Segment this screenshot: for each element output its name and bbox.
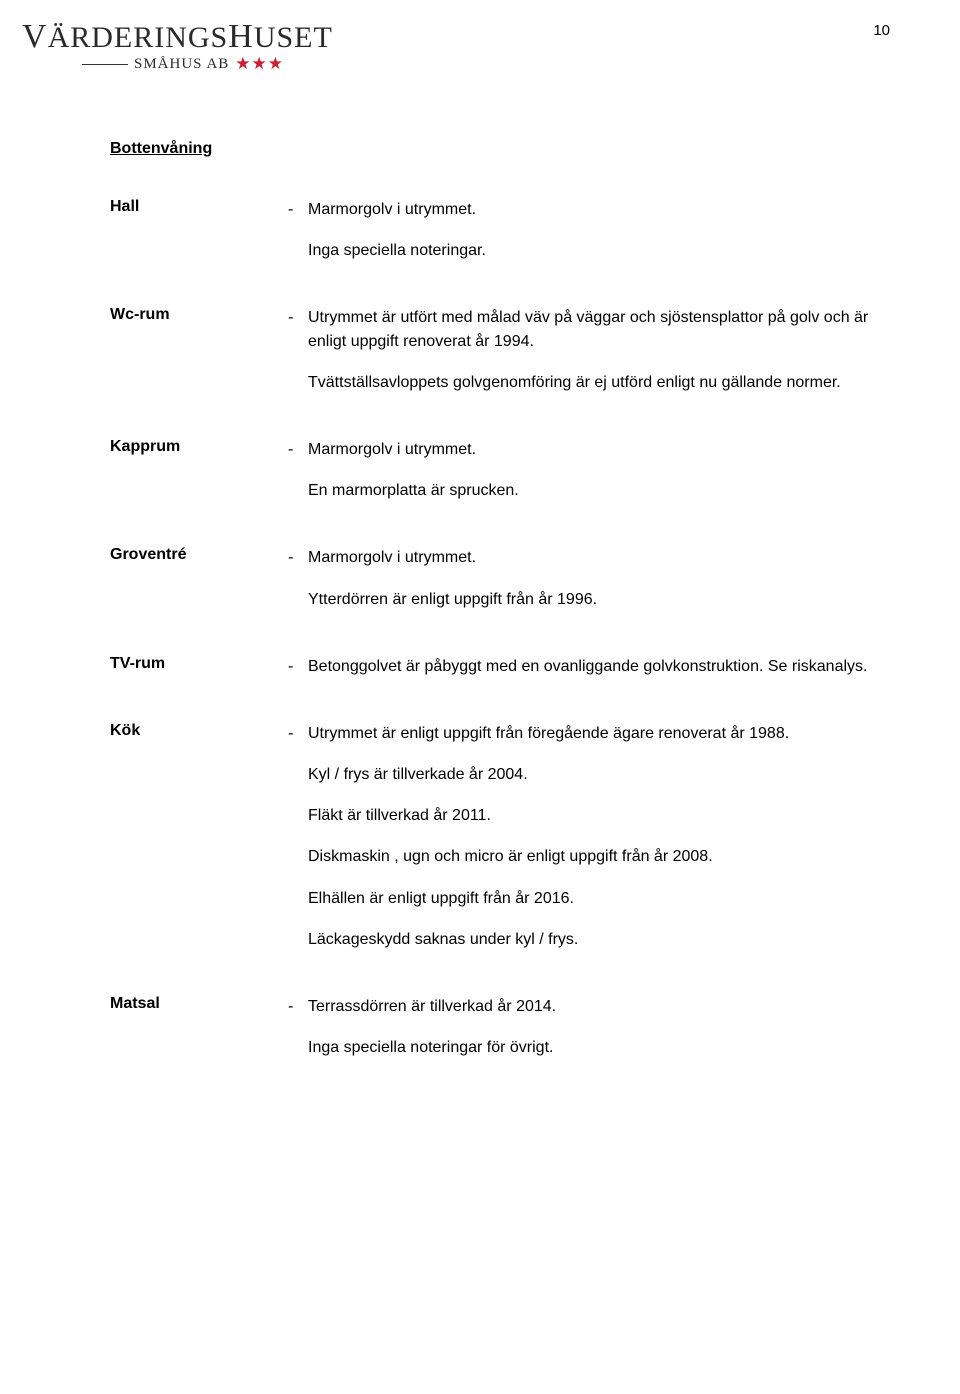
note-text: Tvättställsavloppets golvgenomföring är …	[308, 371, 870, 394]
page-number: 10	[873, 22, 890, 39]
room-body: - Marmorgolv i utrymmet. Inga speciella …	[288, 198, 870, 262]
dash-icon: -	[288, 438, 308, 461]
room-label: Kök	[110, 722, 288, 951]
dash-icon: -	[288, 546, 308, 569]
note-text: Ytterdörren är enligt uppgift från år 19…	[308, 588, 870, 611]
bullet-text: Marmorgolv i utrymmet.	[308, 546, 870, 569]
star-icon: ★	[268, 54, 283, 74]
dash-icon: -	[288, 655, 308, 678]
room-row: Wc-rum - Utrymmet är utfört med målad vä…	[110, 306, 870, 394]
room-body: - Utrymmet är enligt uppgift från föregå…	[288, 722, 870, 951]
note-text: Elhällen är enligt uppgift från år 2016.	[308, 887, 870, 910]
room-row: Kök - Utrymmet är enligt uppgift från fö…	[110, 722, 870, 951]
room-label: Kapprum	[110, 438, 288, 502]
room-row: Kapprum - Marmorgolv i utrymmet. En marm…	[110, 438, 870, 502]
room-body: - Marmorgolv i utrymmet. Ytterdörren är …	[288, 546, 870, 610]
bullet-text: Betonggolvet är påbyggt med en ovanligga…	[308, 655, 870, 678]
logo-main-text: VÄRDERINGSHUSET	[22, 18, 333, 56]
bullet-text: Terrassdörren är tillverkad år 2014.	[308, 995, 870, 1018]
star-icon: ★	[235, 54, 250, 74]
note-text: Fläkt är tillverkad år 2011.	[308, 804, 870, 827]
room-row: Groventré - Marmorgolv i utrymmet. Ytter…	[110, 546, 870, 610]
room-label: TV-rum	[110, 655, 288, 678]
bullet-text: Utrymmet är enligt uppgift från föregåen…	[308, 722, 870, 745]
dash-icon: -	[288, 198, 308, 221]
dash-icon: -	[288, 995, 308, 1018]
note-text: Kyl / frys är tillverkade år 2004.	[308, 763, 870, 786]
room-label: Wc-rum	[110, 306, 288, 394]
bullet-text: Utrymmet är utfört med målad väv på vägg…	[308, 306, 870, 352]
dash-icon: -	[288, 722, 308, 745]
room-label: Groventré	[110, 546, 288, 610]
document-content: Bottenvåning Hall - Marmorgolv i utrymme…	[110, 140, 870, 1103]
bullet-line: - Betonggolvet är påbyggt med en ovanlig…	[288, 655, 870, 678]
section-title: Bottenvåning	[110, 140, 870, 158]
note-text: Inga speciella noteringar.	[308, 239, 870, 262]
room-body: - Terrassdörren är tillverkad år 2014. I…	[288, 995, 870, 1059]
logo-divider-line	[82, 64, 128, 65]
room-body: - Betonggolvet är påbyggt med en ovanlig…	[288, 655, 870, 678]
bullet-line: - Marmorgolv i utrymmet.	[288, 198, 870, 221]
logo-sub-text: SMÅHUS AB	[134, 56, 229, 73]
bullet-line: - Utrymmet är utfört med målad väv på vä…	[288, 306, 870, 352]
dash-icon: -	[288, 306, 308, 329]
note-text: Läckageskydd saknas under kyl / frys.	[308, 928, 870, 951]
room-label: Matsal	[110, 995, 288, 1059]
room-body: - Marmorgolv i utrymmet. En marmorplatta…	[288, 438, 870, 502]
star-icon: ★	[252, 54, 267, 74]
room-label: Hall	[110, 198, 288, 262]
note-text: En marmorplatta är sprucken.	[308, 479, 870, 502]
room-body: - Utrymmet är utfört med målad väv på vä…	[288, 306, 870, 394]
bullet-text: Marmorgolv i utrymmet.	[308, 198, 870, 221]
bullet-line: - Marmorgolv i utrymmet.	[288, 438, 870, 461]
note-text: Inga speciella noteringar för övrigt.	[308, 1036, 870, 1059]
bullet-text: Marmorgolv i utrymmet.	[308, 438, 870, 461]
room-row: Matsal - Terrassdörren är tillverkad år …	[110, 995, 870, 1059]
note-text: Diskmaskin , ugn och micro är enligt upp…	[308, 845, 870, 868]
logo-subline: SMÅHUS AB ★ ★ ★	[82, 54, 333, 74]
bullet-line: - Utrymmet är enligt uppgift från föregå…	[288, 722, 870, 745]
room-row: TV-rum - Betonggolvet är påbyggt med en …	[110, 655, 870, 678]
bullet-line: - Marmorgolv i utrymmet.	[288, 546, 870, 569]
bullet-line: - Terrassdörren är tillverkad år 2014.	[288, 995, 870, 1018]
logo-stars: ★ ★ ★	[235, 54, 283, 74]
room-row: Hall - Marmorgolv i utrymmet. Inga speci…	[110, 198, 870, 262]
company-logo: VÄRDERINGSHUSET SMÅHUS AB ★ ★ ★	[22, 18, 333, 74]
